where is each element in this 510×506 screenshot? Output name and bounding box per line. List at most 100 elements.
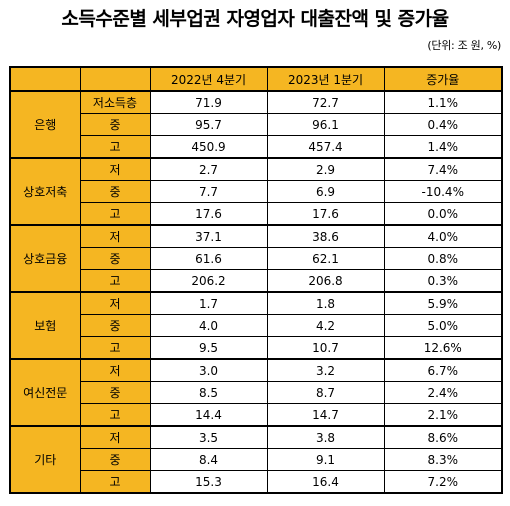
income-level-cell: 저 — [79, 425, 151, 449]
income-level-cell: 저 — [79, 157, 151, 181]
table-header: 2022년 4분기 2023년 1분기 증가율 — [9, 66, 503, 92]
income-level-cell: 고 — [79, 336, 151, 360]
income-level-cell: 고 — [79, 135, 151, 159]
value-q1-2023-cell: 3.2 — [266, 358, 385, 382]
header-row: 2022년 4분기 2023년 1분기 증가율 — [9, 66, 503, 92]
value-q1-2023-cell: 16.4 — [266, 470, 385, 494]
table-row: 중 7.7 6.9 -10.4% — [10, 180, 503, 203]
table-row: 중 4.0 4.2 5.0% — [10, 314, 503, 337]
value-q4-2022-cell: 17.6 — [149, 202, 268, 226]
income-level-cell: 저 — [79, 224, 151, 248]
income-level-cell: 고 — [79, 470, 151, 494]
value-q1-2023-cell: 4.2 — [266, 314, 385, 337]
income-level-cell: 중 — [79, 113, 151, 136]
table-row: 고 15.3 16.4 7.2% — [10, 470, 503, 494]
value-q1-2023-cell: 457.4 — [266, 135, 385, 159]
value-q4-2022-cell: 3.0 — [149, 358, 268, 382]
table-row: 고 9.5 10.7 12.6% — [10, 336, 503, 360]
header-q4-2022: 2022년 4분기 — [149, 66, 268, 92]
growth-rate-cell: 8.3% — [383, 448, 503, 471]
table-row: 고 450.9 457.4 1.4% — [10, 135, 503, 159]
growth-rate-cell: 1.1% — [383, 90, 503, 114]
growth-rate-cell: 0.8% — [383, 247, 503, 270]
table-row: 보험 저 1.7 1.8 5.9% — [9, 291, 503, 360]
table-row: 고 14.4 14.7 2.1% — [10, 403, 503, 427]
value-q4-2022-cell: 14.4 — [149, 403, 268, 427]
value-q4-2022-cell: 9.5 — [149, 336, 268, 360]
growth-rate-cell: -10.4% — [383, 180, 503, 203]
value-q4-2022-cell: 8.5 — [149, 381, 268, 404]
growth-rate-cell: 8.6% — [383, 425, 503, 449]
growth-rate-cell: 0.0% — [383, 202, 503, 226]
growth-rate-cell: 5.0% — [383, 314, 503, 337]
value-q4-2022-cell: 2.7 — [149, 157, 268, 181]
value-q1-2023-cell: 62.1 — [266, 247, 385, 270]
growth-rate-cell: 2.4% — [383, 381, 503, 404]
value-q1-2023-cell: 9.1 — [266, 448, 385, 471]
value-q4-2022-cell: 3.5 — [149, 425, 268, 449]
value-q1-2023-cell: 14.7 — [266, 403, 385, 427]
income-level-cell: 고 — [79, 403, 151, 427]
value-q1-2023-cell: 96.1 — [266, 113, 385, 136]
value-q1-2023-cell: 1.8 — [266, 291, 385, 315]
table-body: 은행 저소득층 71.9 72.7 1.1% 중 95.7 96.1 0.4% 고 450.9 457… — [9, 90, 503, 494]
growth-rate-cell: 7.2% — [383, 470, 503, 494]
header-blank-group — [9, 66, 81, 92]
group-label: 보험 — [9, 291, 81, 360]
value-q4-2022-cell: 71.9 — [149, 90, 268, 114]
growth-rate-cell: 7.4% — [383, 157, 503, 181]
income-level-cell: 저 — [79, 358, 151, 382]
value-q1-2023-cell: 206.8 — [266, 269, 385, 293]
group-label: 여신전문 — [9, 358, 81, 427]
table-row: 고 206.2 206.8 0.3% — [10, 269, 503, 293]
growth-rate-cell: 0.4% — [383, 113, 503, 136]
value-q4-2022-cell: 450.9 — [149, 135, 268, 159]
income-level-cell: 고 — [79, 202, 151, 226]
growth-rate-cell: 2.1% — [383, 403, 503, 427]
value-q4-2022-cell: 7.7 — [149, 180, 268, 203]
header-blank-level — [79, 66, 151, 92]
table-row: 중 8.5 8.7 2.4% — [10, 381, 503, 404]
value-q4-2022-cell: 37.1 — [149, 224, 268, 248]
table-row: 상호저축 저 2.7 2.9 7.4% — [9, 157, 503, 226]
table-row: 중 61.6 62.1 0.8% — [10, 247, 503, 270]
value-q4-2022-cell: 8.4 — [149, 448, 268, 471]
value-q1-2023-cell: 8.7 — [266, 381, 385, 404]
value-q1-2023-cell: 6.9 — [266, 180, 385, 203]
income-level-cell: 저소득층 — [79, 90, 151, 114]
value-q4-2022-cell: 95.7 — [149, 113, 268, 136]
table-row: 은행 저소득층 71.9 72.7 1.1% — [9, 90, 503, 159]
group-label: 은행 — [9, 90, 81, 159]
income-level-cell: 고 — [79, 269, 151, 293]
header-q1-2023: 2023년 1분기 — [266, 66, 385, 92]
value-q4-2022-cell: 1.7 — [149, 291, 268, 315]
value-q1-2023-cell: 38.6 — [266, 224, 385, 248]
income-level-cell: 저 — [79, 291, 151, 315]
group-label: 상호저축 — [9, 157, 81, 226]
growth-rate-cell: 5.9% — [383, 291, 503, 315]
value-q4-2022-cell: 15.3 — [149, 470, 268, 494]
income-level-cell: 중 — [79, 314, 151, 337]
value-q4-2022-cell: 206.2 — [149, 269, 268, 293]
table-row: 고 17.6 17.6 0.0% — [10, 202, 503, 226]
table-row: 중 95.7 96.1 0.4% — [10, 113, 503, 136]
value-q4-2022-cell: 61.6 — [149, 247, 268, 270]
header-growth: 증가율 — [383, 66, 503, 92]
income-level-cell: 중 — [79, 448, 151, 471]
table-row: 기타 저 3.5 3.8 8.6% — [9, 425, 503, 494]
income-level-cell: 중 — [79, 381, 151, 404]
page-title: 소득수준별 세부업권 자영업자 대출잔액 및 증가율 — [61, 8, 449, 30]
growth-rate-cell: 4.0% — [383, 224, 503, 248]
growth-rate-cell: 6.7% — [383, 358, 503, 382]
growth-rate-cell: 0.3% — [383, 269, 503, 293]
table-row: 중 8.4 9.1 8.3% — [10, 448, 503, 471]
table-row: 여신전문 저 3.0 3.2 6.7% — [9, 358, 503, 427]
group-label: 기타 — [9, 425, 81, 494]
unit-note: (단위: 조 원, %) — [427, 39, 501, 52]
value-q1-2023-cell: 17.6 — [266, 202, 385, 226]
value-q1-2023-cell: 3.8 — [266, 425, 385, 449]
value-q1-2023-cell: 2.9 — [266, 157, 385, 181]
value-q1-2023-cell: 72.7 — [266, 90, 385, 114]
value-q4-2022-cell: 4.0 — [149, 314, 268, 337]
income-level-cell: 중 — [79, 180, 151, 203]
